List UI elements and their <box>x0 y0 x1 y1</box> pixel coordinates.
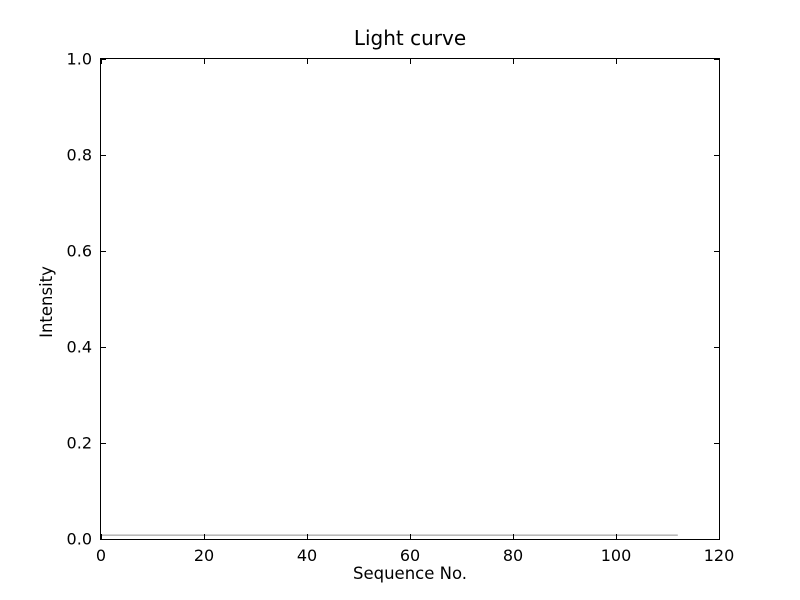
y-tick-label: 0.0 <box>66 529 92 549</box>
data-series-line <box>101 534 678 536</box>
tick-mark <box>615 534 617 539</box>
y-tick-label: 0.2 <box>66 433 92 453</box>
chart-title: Light curve <box>353 26 467 50</box>
tick-mark <box>306 59 308 64</box>
tick-mark <box>409 534 411 539</box>
x-tick-label: 20 <box>193 546 215 565</box>
tick-mark <box>714 538 719 540</box>
tick-mark <box>101 442 106 444</box>
tick-mark <box>409 59 411 64</box>
tick-mark <box>718 59 720 64</box>
tick-mark <box>718 534 720 539</box>
tick-mark <box>615 59 617 64</box>
x-axis-label: Sequence No. <box>352 564 468 583</box>
tick-mark <box>101 538 106 540</box>
tick-mark <box>100 534 102 539</box>
y-tick-label: 1.0 <box>66 49 92 69</box>
tick-mark <box>203 534 205 539</box>
x-tick-label: 100 <box>600 546 632 565</box>
plot-area <box>100 58 720 540</box>
x-tick-label: 60 <box>399 546 421 565</box>
x-tick-label: 40 <box>296 546 318 565</box>
tick-mark <box>714 346 719 348</box>
x-tick-label: 120 <box>703 546 735 565</box>
tick-mark <box>512 59 514 64</box>
tick-mark <box>101 250 106 252</box>
tick-mark <box>512 534 514 539</box>
y-tick-label: 0.4 <box>66 337 92 357</box>
tick-mark <box>101 154 106 156</box>
tick-mark <box>714 154 719 156</box>
y-axis-label: Intensity <box>37 266 56 338</box>
tick-mark <box>101 346 106 348</box>
y-tick-label: 0.8 <box>66 145 92 165</box>
tick-mark <box>203 59 205 64</box>
tick-mark <box>101 58 106 60</box>
y-tick-label: 0.6 <box>66 241 92 261</box>
tick-mark <box>714 442 719 444</box>
tick-mark <box>714 58 719 60</box>
tick-mark <box>714 250 719 252</box>
x-tick-label: 0 <box>95 546 107 565</box>
tick-mark <box>100 59 102 64</box>
x-tick-label: 80 <box>502 546 524 565</box>
tick-mark <box>306 534 308 539</box>
